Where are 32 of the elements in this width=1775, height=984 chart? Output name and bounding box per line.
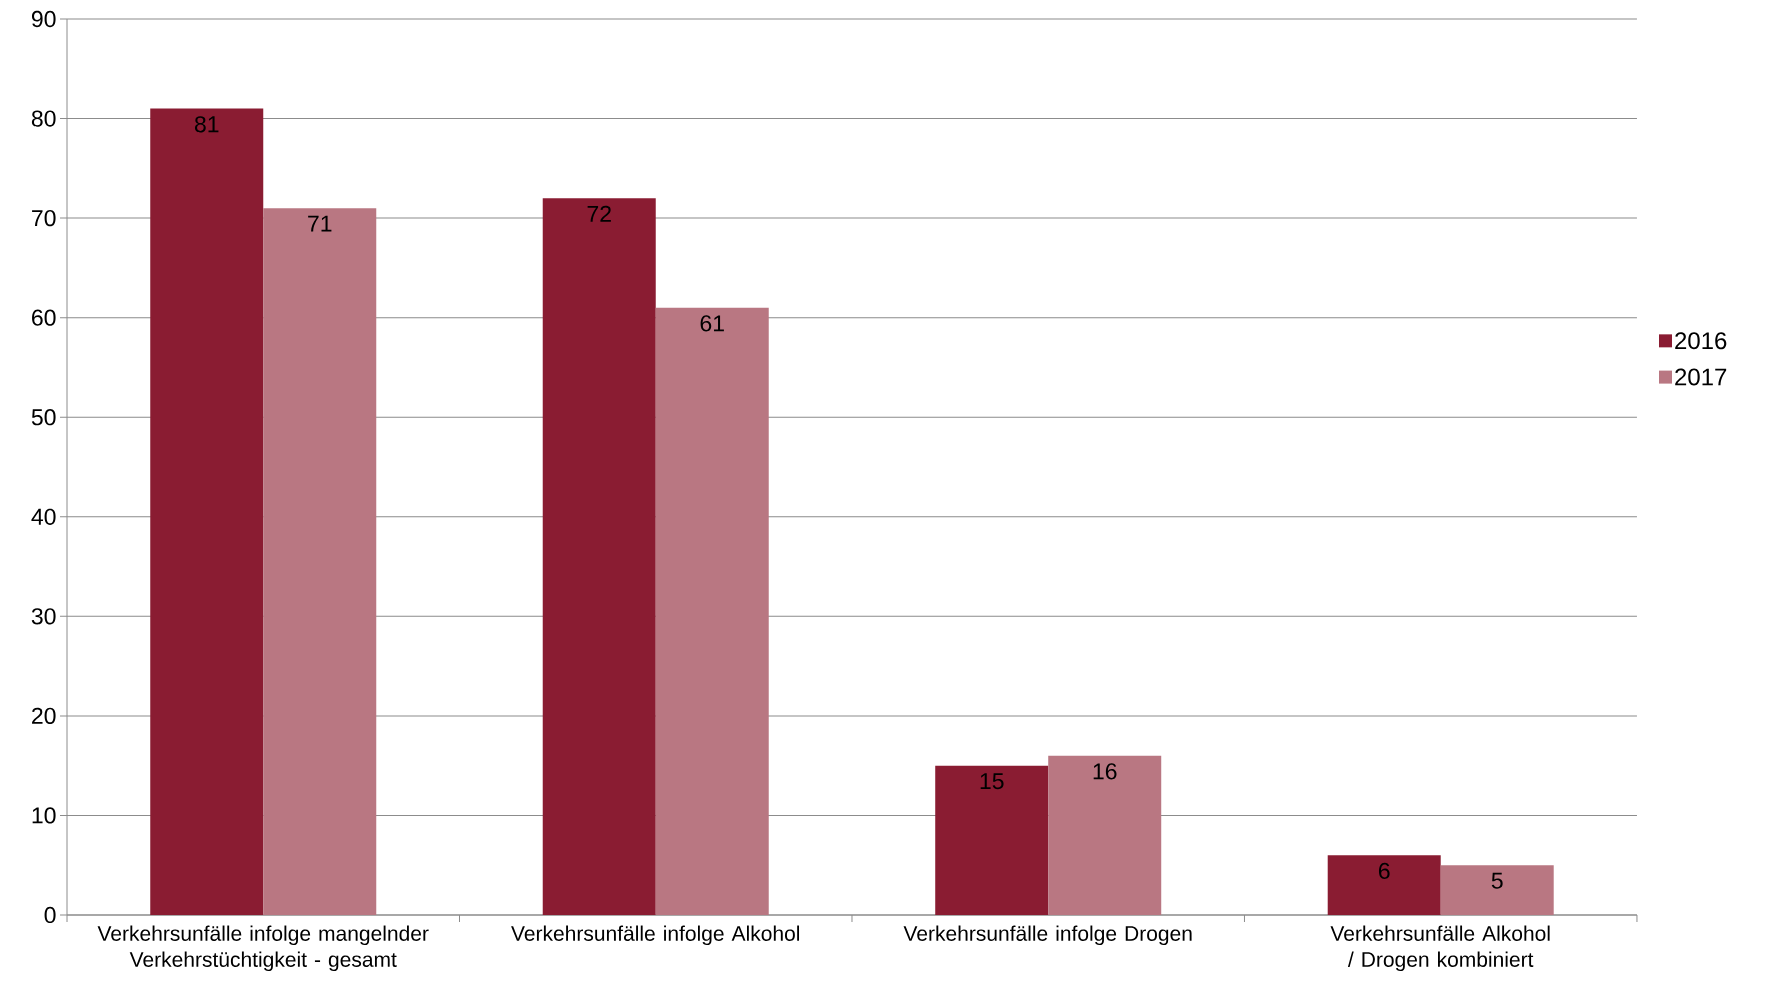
x-tick-label: Verkehrsunfälle infolge mangelnder Verkehrstüchtigkeit - gesamt [97, 925, 429, 972]
bar [1327, 855, 1441, 915]
bar [935, 765, 1049, 915]
y-tick-label: 70 [32, 209, 56, 227]
x-tick-label: Verkehrsunfälle infolge Drogen [903, 925, 1192, 946]
data-label: 71 [308, 215, 332, 232]
data-label: 16 [1093, 763, 1117, 780]
y-tick-label: 50 [31, 409, 56, 426]
y-tick-label: 10 [32, 807, 56, 824]
legend-label: 2016 [1675, 332, 1727, 350]
x-tick-label: Verkehrsunfälle Alkohol / Drogen kombiniert [1330, 925, 1550, 972]
data-label: 6 [1378, 862, 1390, 880]
bar [1048, 755, 1162, 915]
data-label: 5 [1491, 872, 1503, 889]
data-label: 15 [980, 773, 1004, 790]
y-tick-label: 20 [32, 707, 56, 725]
y-tick-label: 30 [31, 608, 56, 625]
y-tick-label: 60 [32, 309, 56, 326]
data-label: 61 [700, 315, 724, 332]
data-label: 72 [587, 205, 611, 222]
bar [263, 208, 377, 915]
y-tick-label: 90 [31, 10, 56, 28]
x-tick-label: Verkehrsunfälle infolge Alkohol [511, 925, 800, 946]
y-tick-label: 0 [44, 906, 56, 924]
bar [655, 307, 769, 915]
bar [1440, 865, 1554, 915]
bar [150, 108, 264, 915]
data-label: 81 [194, 116, 219, 133]
y-tick-label: 80 [31, 110, 56, 127]
bar [542, 198, 656, 915]
y-tick-label: 40 [31, 508, 56, 525]
legend-label: 2017 [1675, 368, 1727, 386]
